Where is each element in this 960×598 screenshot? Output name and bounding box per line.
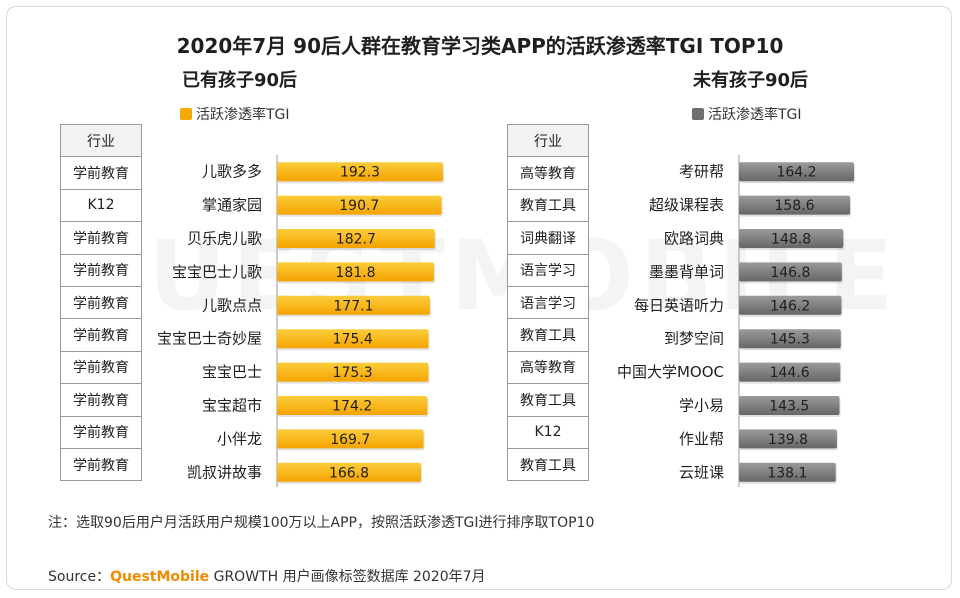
bar-value-label: 169.7 [330,432,370,448]
chart-title: 2020年7月 90后人群在教育学习类APP的活跃渗透率TGI TOP10 [176,34,784,58]
category-label: 考研帮 [679,163,724,181]
bar [739,429,837,449]
category-label: 中国大学MOOC [617,363,724,381]
bar [739,229,844,248]
left-panel-title: 已有孩子90后 [182,70,298,91]
bar [739,295,842,315]
bar [739,162,854,182]
bar [277,362,429,382]
industry-cell: 学前教育 [60,285,142,320]
bar [739,195,851,215]
bar [277,329,429,349]
bar [277,462,421,482]
industry-cell: 学前教育 [60,318,142,352]
source-suffix: GROWTH 用户画像标签数据库 2020年7月 [209,569,486,585]
category-label: 宝宝巴士奇妙屋 [157,330,262,348]
bar [277,195,442,215]
industry-cell: 教育工具 [507,447,589,482]
bar [739,462,836,482]
category-label: 宝宝超市 [202,397,262,415]
industry-cell: K12 [60,188,142,223]
category-label: 小伴龙 [217,430,262,448]
bar-value-label: 181.8 [335,265,375,281]
bar [739,396,840,415]
bar [277,429,424,449]
bar-value-label: 148.8 [771,232,811,248]
industry-cell: 学前教育 [60,415,142,449]
category-label: 宝宝巴士儿歌 [172,263,262,281]
bar-value-label: 146.2 [770,298,810,314]
bar [739,329,841,349]
industry-cell: 语言学习 [507,253,589,287]
industry-cell: 语言学习 [507,285,589,320]
bar-value-label: 158.6 [774,198,814,214]
right-industry-table: 行业 高等教育 教育工具 词典翻译 语言学习 语言学习 教育工具 高等教育 教育工具 K12 教育工… [507,123,589,482]
card-frame [6,6,952,590]
bar-value-label: 143.5 [769,399,809,415]
industry-cell: 学前教育 [60,383,142,417]
bar-value-label: 174.2 [332,399,372,415]
category-label: 贝乐虎儿歌 [187,230,262,248]
legend-label: 活跃渗透率TGI [196,107,290,123]
bar-value-label: 177.1 [333,298,373,314]
industry-cell: 学前教育 [60,253,142,287]
legend-swatch [180,108,192,120]
industry-header: 行业 [60,123,142,158]
category-label: 欧路词典 [664,230,724,248]
industry-cell: 教育工具 [507,188,589,223]
category-label: 学小易 [679,397,724,415]
bar-value-label: 166.8 [329,465,369,481]
industry-cell: 学前教育 [60,221,142,255]
bar [277,295,430,315]
bar [277,229,435,248]
source-brand: QuestMobile [110,569,210,585]
bar [277,262,434,282]
bar-value-label: 192.3 [340,165,380,181]
bar [277,396,428,415]
footnote: 注：选取90后用户月活跃用户规模100万以上APP，按照活跃渗透TGI进行排序取… [48,515,595,531]
category-label: 到梦空间 [664,330,724,348]
right-panel-title: 未有孩子90后 [693,70,809,91]
bar-value-label: 146.8 [770,265,810,281]
industry-cell: K12 [507,415,589,449]
category-label: 凯叔讲故事 [187,463,262,481]
bar-value-label: 175.3 [333,365,373,381]
bar-value-label: 138.1 [767,465,807,481]
industry-cell: 高等教育 [507,350,589,385]
category-label: 云班课 [679,463,724,481]
bar-value-label: 182.7 [336,232,376,248]
category-label: 每日英语听力 [634,296,724,314]
category-label: 墨墨背单词 [649,263,724,281]
legend-swatch [692,108,704,120]
category-label: 作业帮 [679,430,724,448]
bar-value-label: 164.2 [776,165,816,181]
category-label: 儿歌点点 [202,296,262,314]
category-label: 宝宝巴士 [202,363,262,381]
industry-cell: 学前教育 [60,447,142,482]
industry-header: 行业 [507,123,589,158]
bar-value-label: 175.4 [333,332,373,348]
bar-value-label: 139.8 [768,432,808,448]
legend-label: 活跃渗透率TGI [708,107,802,123]
source-prefix: Source： [48,569,111,585]
bar [739,362,841,382]
category-label: 儿歌多多 [202,163,262,181]
category-label: 掌通家园 [202,196,262,214]
right-legend: 活跃渗透率TGI [692,104,802,124]
bar-value-label: 144.6 [770,365,810,381]
source-line: Source：QuestMobile GROWTH 用户画像标签数据库 2020… [48,566,486,586]
bar [277,162,443,182]
left-legend: 活跃渗透率TGI [180,104,290,124]
bar [739,262,842,282]
left-industry-table: 行业 学前教育 K12 学前教育 学前教育 学前教育 学前教育 学前教育 学前教育 学前教育 学前教… [60,123,142,482]
bar-value-label: 190.7 [339,198,379,214]
category-label: 超级课程表 [649,196,724,214]
industry-cell: 教育工具 [507,383,589,417]
bar-value-label: 145.3 [770,332,810,348]
